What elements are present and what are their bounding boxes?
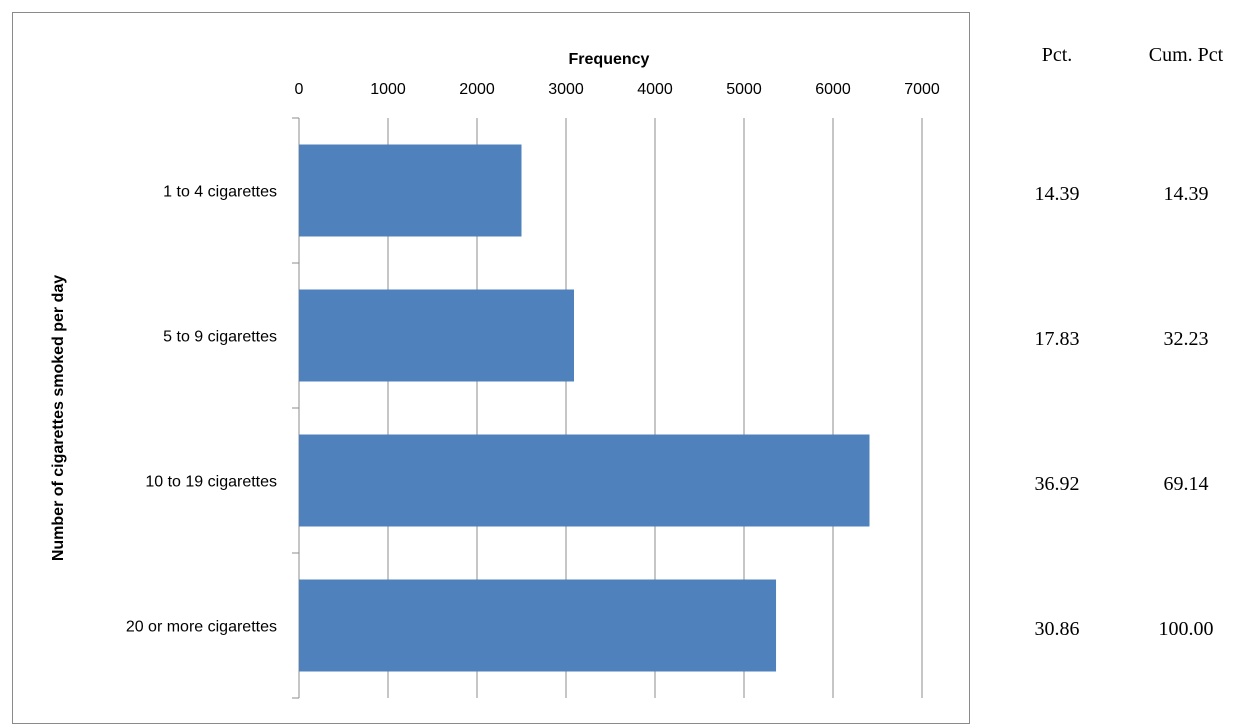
x-tick-label: 5000 bbox=[726, 81, 762, 98]
category-label: 10 to 19 cigarettes bbox=[145, 474, 277, 491]
bar bbox=[299, 579, 777, 672]
pct-header: Pct. bbox=[1041, 44, 1073, 66]
cum-pct-cell: 100.00 bbox=[1158, 618, 1214, 640]
pct-cell: 14.39 bbox=[1034, 183, 1080, 205]
category-label: 5 to 9 cigarettes bbox=[163, 329, 277, 346]
x-axis-title: Frequency bbox=[569, 51, 650, 68]
cum-pct-cell: 14.39 bbox=[1163, 183, 1209, 205]
category-label: 1 to 4 cigarettes bbox=[163, 184, 277, 201]
category-label: 20 or more cigarettes bbox=[126, 619, 277, 636]
pct-cell: 36.92 bbox=[1034, 473, 1080, 495]
pct-cell: 30.86 bbox=[1034, 618, 1080, 640]
cum-pct-cell: 69.14 bbox=[1163, 473, 1209, 495]
bar bbox=[299, 289, 575, 382]
x-tick-label: 0 bbox=[295, 81, 304, 98]
y-axis-title: Number of cigarettes smoked per day bbox=[50, 275, 67, 561]
x-tick-label: 1000 bbox=[370, 81, 406, 98]
x-tick-label: 7000 bbox=[904, 81, 940, 98]
x-tick-label: 2000 bbox=[459, 81, 495, 98]
bar bbox=[299, 144, 522, 237]
cum-pct-cell: 32.23 bbox=[1163, 328, 1209, 350]
pct-cell: 17.83 bbox=[1034, 328, 1080, 350]
x-tick-label: 3000 bbox=[548, 81, 584, 98]
x-tick-label: 4000 bbox=[637, 81, 673, 98]
x-tick-label: 6000 bbox=[815, 81, 851, 98]
cum-pct-header: Cum. Pct bbox=[1148, 44, 1224, 66]
bar bbox=[299, 434, 870, 527]
